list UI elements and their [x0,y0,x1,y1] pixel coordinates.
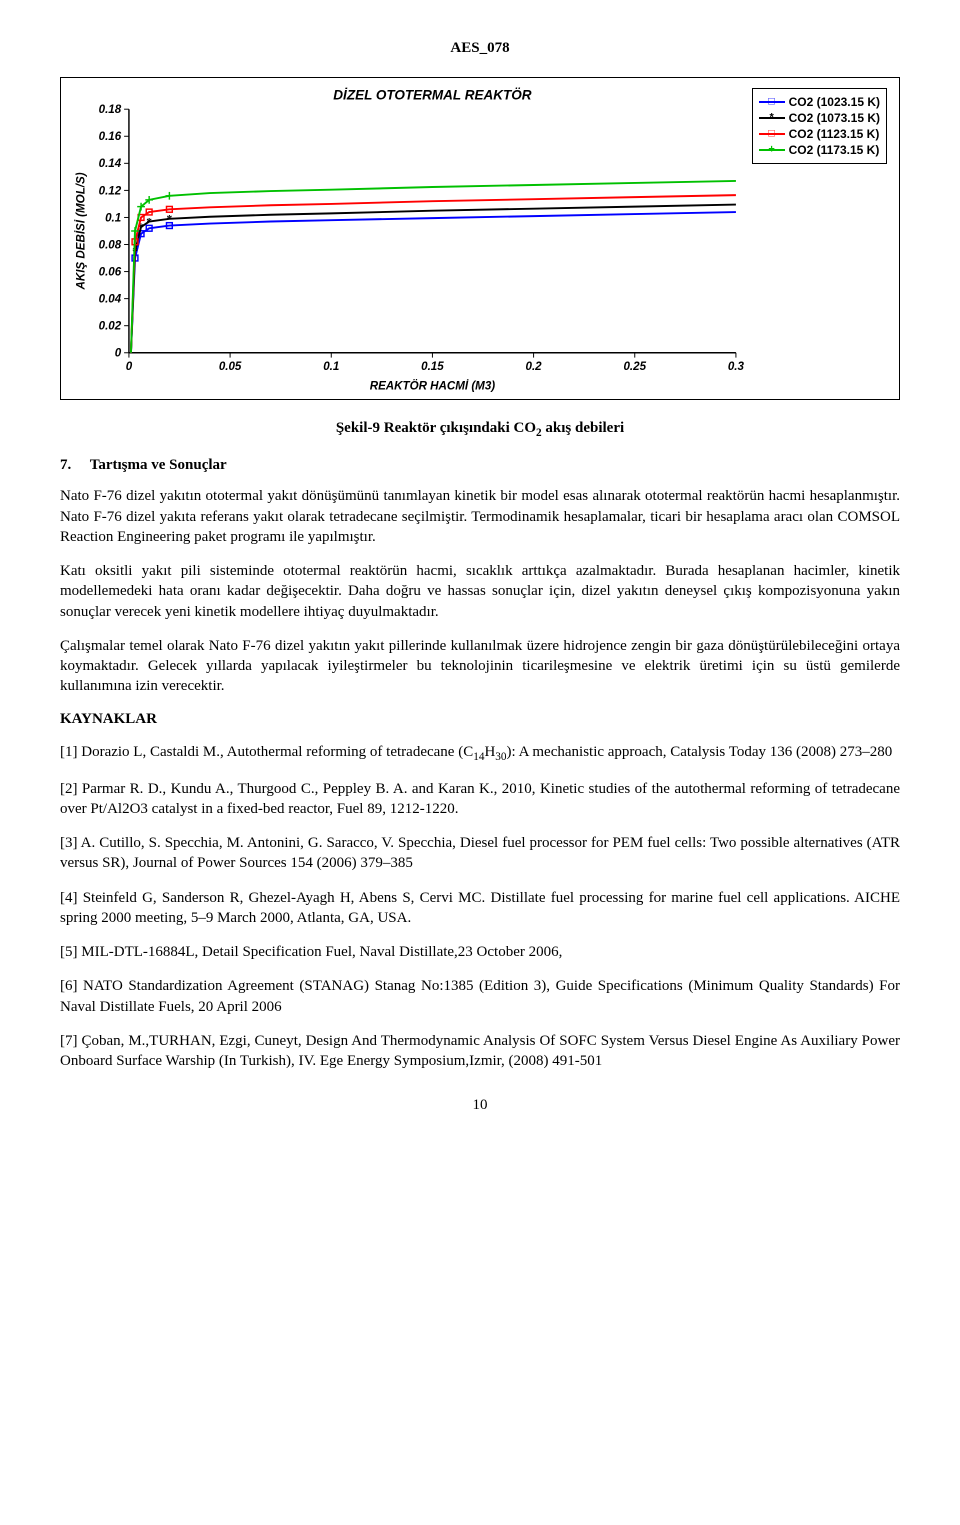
svg-text:0.2: 0.2 [526,361,543,373]
legend-item: □CO2 (1123.15 K) [759,127,880,141]
svg-text:0.16: 0.16 [99,131,122,143]
svg-text:*: * [146,215,152,228]
chart-container: DİZEL OTOTERMAL REAKTÖR 0 0.05 0.1 0.15 0.2 0.… [60,77,900,400]
paragraph-3: Çalışmalar temel olarak Nato F-76 dizel … [60,636,900,697]
svg-text:DİZEL OTOTERMAL REAKTÖR: DİZEL OTOTERMAL REAKTÖR [333,88,531,103]
section-heading: 7. Tartışma ve Sonuçlar [60,457,900,474]
reference-2: [2] Parmar R. D., Kundu A., Thurgood C.,… [60,779,900,820]
svg-text:0.1: 0.1 [105,212,121,224]
page-number: 10 [60,1097,900,1114]
legend-item: *CO2 (1073.15 K) [759,111,880,125]
paragraph-2: Katı oksitli yakıt pili sisteminde otote… [60,561,900,622]
header-code: AES_078 [60,40,900,57]
section-title: Tartışma ve Sonuçlar [90,457,227,473]
svg-text:0.04: 0.04 [99,294,122,306]
svg-text:0.02: 0.02 [99,321,122,333]
svg-text:REAKTÖR HACMİ (M3): REAKTÖR HACMİ (M3) [370,379,496,392]
svg-text:0.08: 0.08 [99,239,122,251]
svg-text:0.1: 0.1 [323,361,339,373]
reference-7: [7] Çoban, M.,TURHAN, Ezgi, Cuneyt, Desi… [60,1031,900,1072]
figure-caption: Şekil-9 Reaktör çıkışındaki CO2 akış deb… [60,420,900,439]
svg-text:0: 0 [115,348,122,360]
chart-legend: □CO2 (1023.15 K) *CO2 (1073.15 K) □CO2 (11… [752,88,887,164]
reference-6: [6] NATO Standardization Agreement (STAN… [60,976,900,1017]
references-heading: KAYNAKLAR [60,711,900,728]
paragraph-1: Nato F-76 dizel yakıtın ototermal yakıt … [60,486,900,547]
section-number: 7. [60,457,71,473]
reference-5: [5] MIL-DTL-16884L, Detail Specification… [60,942,900,962]
reference-3: [3] A. Cutillo, S. Specchia, M. Antonini… [60,833,900,874]
svg-text:AKIŞ DEBİSİ (MOL/S): AKIŞ DEBİSİ (MOL/S) [74,172,87,290]
line-chart: DİZEL OTOTERMAL REAKTÖR 0 0.05 0.1 0.15 0.2 0.… [69,86,746,395]
caption-prefix: Şekil-9 Reaktör çıkışındaki CO [336,420,536,436]
svg-text:0.14: 0.14 [99,158,122,170]
svg-text:0.12: 0.12 [99,185,122,197]
caption-suffix: akış debileri [542,420,625,436]
svg-text:0.06: 0.06 [99,266,122,278]
svg-text:0.15: 0.15 [421,361,444,373]
legend-item: □CO2 (1023.15 K) [759,95,880,109]
reference-4: [4] Steinfeld G, Sanderson R, Ghezel-Aya… [60,888,900,929]
svg-text:*: * [166,213,172,226]
svg-text:0.05: 0.05 [219,361,242,373]
svg-text:0.25: 0.25 [623,361,646,373]
svg-text:0.18: 0.18 [99,104,122,116]
svg-text:0.3: 0.3 [728,361,745,373]
svg-text:0: 0 [126,361,133,373]
legend-item: +CO2 (1173.15 K) [759,143,880,157]
reference-1: [1] Dorazio L, Castaldi M., Autothermal … [60,742,900,765]
